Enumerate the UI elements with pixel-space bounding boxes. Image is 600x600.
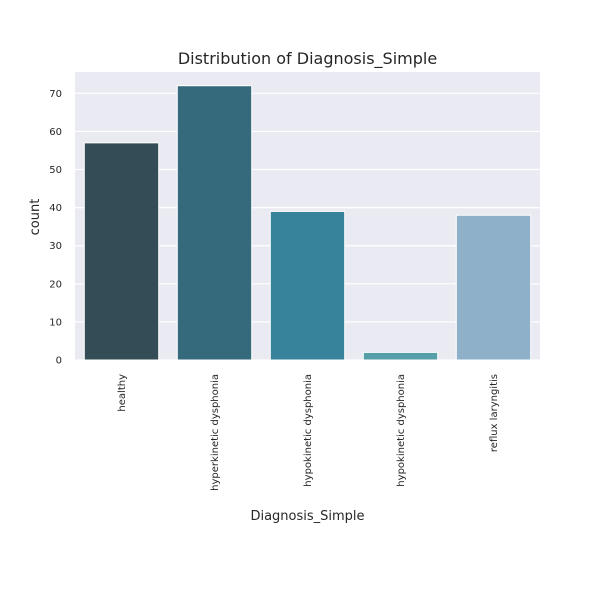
y-tick-label: 50 [49,165,62,176]
x-axis-ticks: healthy hyperkinetic dysphonia hypokinetic… [117,374,500,491]
x-axis-label: Diagnosis_Simple [250,509,364,524]
x-tick-label: hyperkinetic dysphonia [210,374,221,491]
y-tick-label: 30 [49,241,62,252]
bar-0 [83,142,160,361]
bar-1 [176,85,253,361]
y-axis-ticks: 0 10 20 30 40 50 60 70 [49,89,62,367]
y-tick-label: 70 [49,89,62,100]
y-tick-label: 20 [49,279,62,290]
bar-4 [455,214,532,361]
bar-3 [362,351,439,361]
bars [83,85,532,361]
bar-2 [269,210,346,361]
y-tick-label: 60 [49,127,62,138]
x-tick-label: healthy [117,374,128,412]
y-tick-label: 0 [56,356,62,367]
y-tick-label: 10 [49,317,62,328]
y-axis-label: count [28,199,43,236]
x-tick-label: hypokinetic dysphonia [396,374,407,487]
x-tick-label: reflux laryngitis [489,374,500,452]
x-tick-label: hypokinetic dysphonia [303,374,314,487]
chart-title: Distribution of Diagnosis_Simple [178,49,437,69]
y-tick-label: 40 [49,203,62,214]
